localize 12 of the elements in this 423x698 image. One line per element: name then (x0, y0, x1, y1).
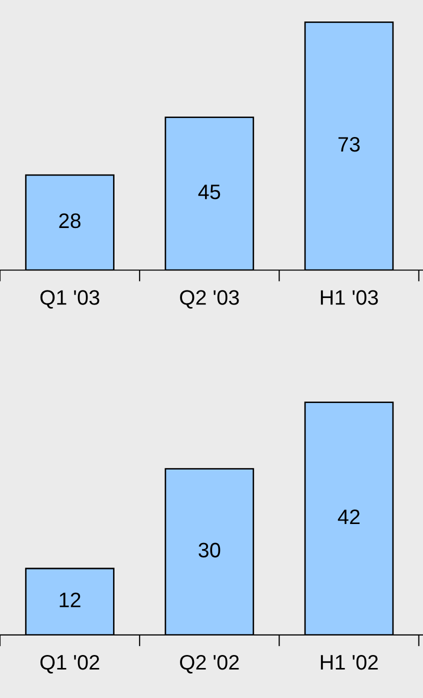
data-label: 42 (338, 509, 360, 524)
x-tick-label: Q2 '03 (180, 290, 239, 309)
x-tick-label: H1 '03 (320, 290, 378, 305)
data-label: 30 (198, 542, 220, 558)
data-label: 45 (198, 184, 220, 200)
x-tick-label: Q1 '02 (40, 654, 100, 674)
data-label: 28 (59, 213, 80, 228)
x-tick-label: Q2 '02 (180, 654, 239, 674)
data-label: 12 (60, 592, 80, 608)
x-tick-label: H1 '02 (320, 654, 378, 670)
data-label: 73 (338, 136, 360, 152)
x-tick-label: Q1 '03 (40, 290, 100, 309)
